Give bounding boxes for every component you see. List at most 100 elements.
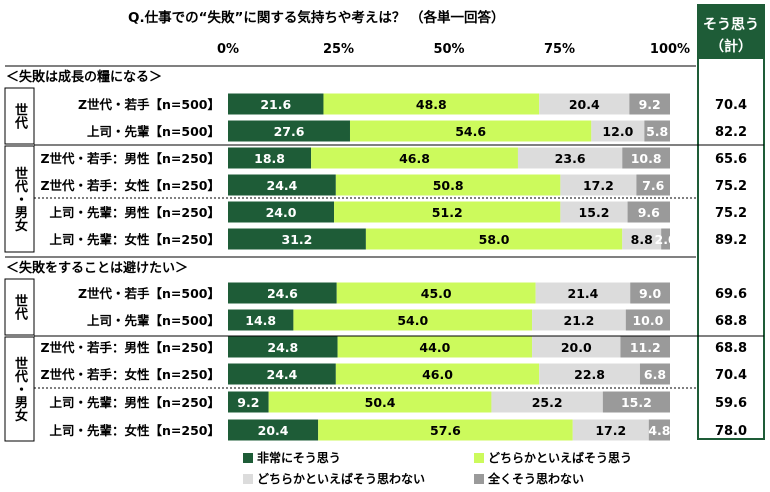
bar-segment: [228, 419, 319, 441]
total-value: 69.6: [715, 287, 747, 302]
bar-segment: [630, 282, 670, 304]
total-value: 70.4: [715, 368, 747, 383]
group-label: 世代・男女: [12, 166, 29, 233]
row-label: Z世代・若手【n=500】: [78, 97, 220, 112]
row-label: Z世代・若手：男性【n=250】: [40, 340, 220, 355]
tick-label: 25%: [323, 42, 354, 57]
bar-rows: Z世代・若手【n=500】 21.6 48.8 20.4 9.2 70.4 上司・先輩【n=…: [40, 93, 747, 441]
section-title-growth: ＜失敗は成長の糧になる＞: [6, 69, 162, 85]
tick-label: 75%: [544, 42, 575, 57]
bar-segment: [560, 201, 628, 223]
bar-segment: [591, 120, 645, 142]
bar-segment: [335, 174, 561, 196]
legend-label: どちらかといえばそう思う: [488, 450, 632, 465]
bar-segment: [334, 201, 561, 223]
row-label: Z世代・若手【n=500】: [78, 286, 220, 301]
total-value: 68.8: [715, 314, 747, 329]
data-label: 15.2: [621, 395, 652, 410]
data-label: 17.2: [583, 178, 614, 193]
bar-segment: [228, 336, 338, 358]
bar-segment: [539, 93, 630, 115]
group-box: [4, 336, 35, 442]
bar-segment: [639, 363, 670, 385]
data-label: 21.6: [260, 97, 291, 112]
bar-segment: [517, 147, 623, 169]
bar-segment: [349, 120, 592, 142]
data-label: 18.8: [254, 151, 285, 166]
data-label: 21.4: [568, 286, 599, 301]
bar-segment: [532, 309, 626, 331]
data-label: 2.0: [655, 232, 677, 247]
total-value: 78.0: [715, 424, 747, 439]
row-label: Z世代・若手：女性【n=250】: [40, 178, 220, 193]
data-label: 9.0: [639, 286, 661, 301]
data-label: 9.6: [638, 205, 660, 220]
bar-segment: [602, 391, 670, 413]
bar-segment: [228, 201, 335, 223]
total-value: 68.8: [715, 341, 747, 356]
total-header-box: [698, 5, 764, 59]
legend: 非常にそう思う どちらかといえばそう思う どちらかといえばそう思わない 全くそう…: [243, 450, 632, 486]
bar-segment: [636, 174, 670, 196]
data-label: 20.4: [258, 423, 289, 438]
data-label: 46.8: [399, 151, 430, 166]
data-label: 20.4: [569, 97, 600, 112]
row-label: 上司・先輩：女性【n=250】: [50, 232, 220, 247]
bar-segment: [228, 120, 350, 142]
total-header-line2: （計）: [710, 38, 752, 55]
row-label: 上司・先輩：男性【n=250】: [50, 205, 220, 220]
tick-label: 100%: [650, 42, 690, 57]
total-value: 82.2: [715, 125, 747, 140]
data-label: 7.6: [642, 178, 664, 193]
group-label: 世代・男女: [12, 356, 29, 423]
legend-label: 全くそう思わない: [487, 471, 584, 486]
data-label: 6.8: [644, 367, 666, 382]
legend-label: 非常にそう思う: [257, 450, 341, 465]
data-label: 31.2: [282, 232, 313, 247]
group-box: [4, 145, 35, 253]
data-label: 24.4: [267, 178, 298, 193]
bar-segment: [228, 363, 336, 385]
bar-segment: [627, 201, 670, 223]
data-label: 23.6: [555, 151, 586, 166]
bar-segment: [532, 336, 621, 358]
bar-segment: [228, 309, 294, 331]
bar-segment: [539, 363, 640, 385]
data-label: 10.0: [632, 313, 663, 328]
data-label: 15.2: [579, 205, 610, 220]
total-value: 70.4: [715, 98, 747, 113]
group-box: [4, 278, 35, 336]
legend-swatch-somewhat-disagree: [243, 474, 253, 484]
data-label: 25.2: [532, 395, 563, 410]
row-label: 上司・先輩：男性【n=250】: [50, 395, 220, 410]
row-label: 上司・先輩：女性【n=250】: [50, 423, 220, 438]
bar-segment: [228, 174, 336, 196]
data-label: 20.0: [561, 340, 592, 355]
data-label: 24.0: [266, 205, 297, 220]
data-label: 48.8: [416, 97, 447, 112]
data-label: 5.8: [646, 124, 668, 139]
chart-title: Q.仕事での“失敗”に関する気持ちや考えは？ （各単一回答）: [128, 9, 505, 26]
bar-segment: [228, 391, 269, 413]
data-label: 54.0: [397, 313, 428, 328]
data-label: 8.8: [631, 232, 653, 247]
bar-segment: [323, 93, 540, 115]
bar-segment: [644, 120, 670, 142]
total-value: 89.2: [715, 233, 747, 248]
legend-swatch-very-agree: [243, 453, 253, 463]
data-label: 12.0: [602, 124, 633, 139]
row-label: Z世代・若手：男性【n=250】: [40, 151, 220, 166]
row-label: Z世代・若手：女性【n=250】: [40, 367, 220, 382]
data-label: 9.2: [639, 97, 661, 112]
data-label: 9.2: [237, 395, 259, 410]
bar-segment: [620, 336, 670, 358]
total-value: 75.2: [715, 179, 747, 194]
bar-segment: [629, 93, 670, 115]
bar-segment: [491, 391, 603, 413]
total-value: 75.2: [715, 206, 747, 221]
data-label: 58.0: [479, 232, 510, 247]
data-label: 27.6: [274, 124, 305, 139]
bar-segment: [293, 309, 533, 331]
total-column-panel: [697, 4, 765, 440]
